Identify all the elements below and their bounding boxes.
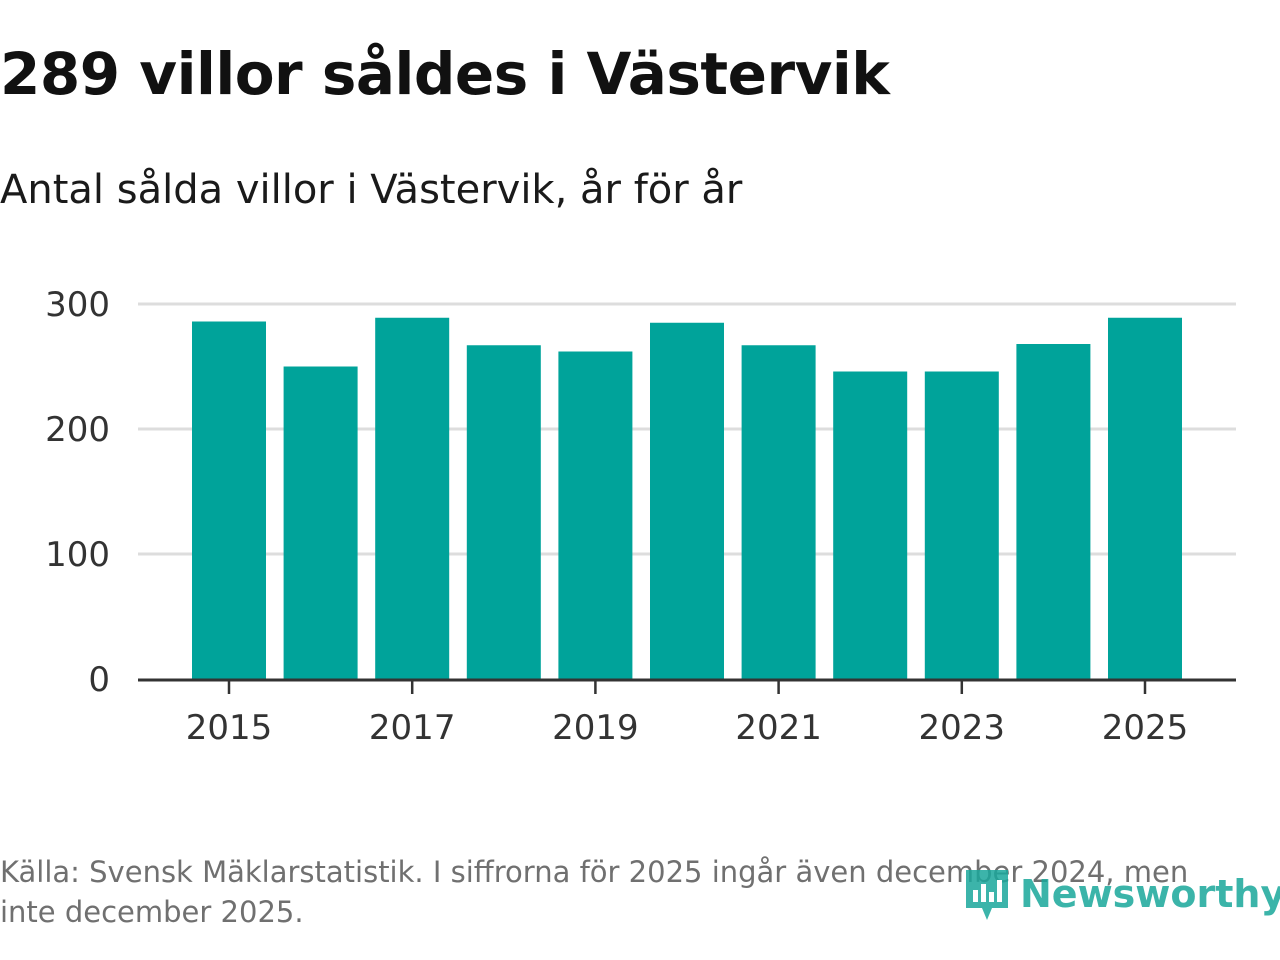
- x-tick-label-2017: 2017: [369, 708, 456, 748]
- y-tick-label-200: 200: [45, 410, 110, 450]
- logo-text: Newsworthy: [1020, 872, 1280, 916]
- chart-subtitle: Antal sålda villor i Västervik, år för å…: [0, 167, 743, 213]
- x-tick-label-2021: 2021: [735, 708, 822, 748]
- chart-title: 289 villor såldes i Västervik: [0, 40, 890, 108]
- bar-2023: [924, 371, 999, 679]
- bar-2022: [833, 371, 908, 679]
- bar-2017: [375, 317, 450, 679]
- bar-2018: [466, 345, 541, 679]
- bar-2015: [192, 321, 266, 679]
- x-tick-label-2019: 2019: [552, 708, 639, 748]
- y-tick-label-0: 0: [88, 660, 110, 700]
- newsworthy-logo: Newsworthy: [962, 862, 1280, 926]
- x-tick-label-2023: 2023: [919, 708, 1006, 748]
- x-tick-label-2025: 2025: [1102, 708, 1189, 748]
- y-tick-label-300: 300: [45, 285, 110, 325]
- axes: 0 100 200 300 2015 2017 2019 2021 2023 2025: [45, 285, 1236, 748]
- newsworthy-logo-icon: [966, 870, 1008, 920]
- bar-2019: [558, 351, 633, 679]
- bar-2024: [1016, 344, 1091, 679]
- bar-2016: [283, 366, 358, 679]
- x-tick-label-2015: 2015: [186, 708, 273, 748]
- y-tick-label-100: 100: [45, 535, 110, 575]
- bar-2021: [741, 345, 816, 679]
- bar-2020: [650, 322, 724, 679]
- bars: [192, 317, 1182, 679]
- bar-2025: [1108, 317, 1182, 679]
